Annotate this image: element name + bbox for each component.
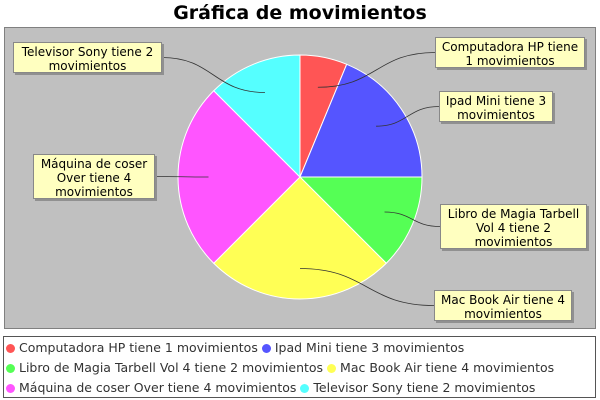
- legend-item-0: Computadora HP tiene 1 movimientos: [6, 340, 258, 355]
- slice-label-1: Ipad Mini tiene 3 movimientos: [439, 91, 553, 122]
- legend-row: Computadora HP tiene 1 movimientos Ipad M…: [6, 340, 468, 355]
- pie-slice-3: [213, 176, 387, 300]
- legend-row: Libro de Magia Tarbell Vol 4 tiene 2 mov…: [6, 360, 558, 375]
- legend-label: Ipad Mini tiene 3 movimientos: [274, 340, 465, 355]
- legend: Computadora HP tiene 1 movimientos Ipad M…: [3, 336, 596, 398]
- legend-item-4: Máquina de coser Over tiene 4 movimiento…: [6, 380, 296, 395]
- legend-swatch: [300, 384, 310, 393]
- slice-label-0: Computadora HP tiene 1 movimientos: [435, 37, 585, 68]
- leader-line-3: [299, 268, 435, 306]
- legend-label: Mac Book Air tiene 4 movimientos: [340, 360, 555, 375]
- legend-swatch: [261, 344, 271, 353]
- pie-slice-2: [298, 176, 423, 264]
- legend-item-2: Libro de Magia Tarbell Vol 4 tiene 2 mov…: [6, 360, 323, 375]
- legend-swatch: [6, 344, 15, 353]
- chart-title: Gráfica de movimientos: [173, 2, 427, 24]
- leader-line-4: [154, 176, 209, 178]
- legend-label: Libro de Magia Tarbell Vol 4 tiene 2 mov…: [19, 360, 324, 375]
- legend-row: Máquina de coser Over tiene 4 movimiento…: [6, 380, 539, 395]
- legend-label: Computadora HP tiene 1 movimientos: [19, 340, 258, 355]
- legend-swatch: [327, 364, 337, 373]
- legend-swatch: [6, 384, 15, 393]
- leader-line-0: [317, 52, 436, 88]
- legend-swatch: [6, 364, 15, 373]
- leader-line-1: [376, 106, 440, 127]
- slice-label-2: Libro de Magia Tarbell Vol 4 tiene 2 movim…: [440, 204, 587, 249]
- slice-label-3: Mac Book Air tiene 4 movimientos: [434, 290, 572, 321]
- legend-label: Televisor Sony tiene 2 movimientos: [313, 380, 536, 395]
- legend-item-5: Televisor Sony tiene 2 movimientos: [300, 380, 535, 395]
- pie-slice-1: [299, 63, 423, 178]
- leader-line-5: [161, 57, 265, 93]
- slice-label-5: Televisor Sony tiene 2 movimientos: [13, 42, 162, 73]
- legend-item-3: Mac Book Air tiene 4 movimientos: [327, 360, 554, 375]
- legend-label: Máquina de coser Over tiene 4 movimiento…: [19, 380, 297, 395]
- pie-slice-5: [213, 54, 301, 179]
- legend-item-1: Ipad Mini tiene 3 movimientos: [261, 340, 465, 355]
- leader-line-2: [384, 211, 441, 227]
- slice-label-4: Máquina de coser Over tiene 4 movimientos: [33, 154, 155, 199]
